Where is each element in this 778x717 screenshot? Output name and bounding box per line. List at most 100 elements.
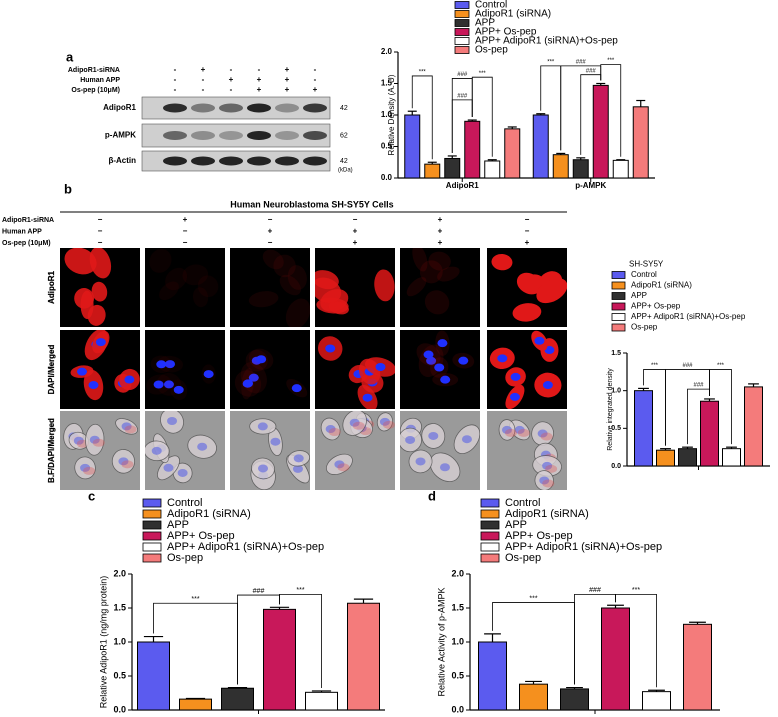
bar bbox=[560, 688, 589, 711]
band-size: 62 bbox=[340, 132, 348, 139]
bar bbox=[683, 623, 712, 711]
treatment-sign: - bbox=[202, 75, 205, 84]
band-size: 42 bbox=[340, 158, 348, 165]
cell-group bbox=[64, 248, 112, 326]
legend-swatch bbox=[454, 19, 470, 27]
cell-body bbox=[328, 301, 349, 315]
legend-label: APP+ Os-pep bbox=[505, 530, 573, 542]
treatment-sign: + bbox=[257, 75, 262, 84]
cell-stain bbox=[337, 463, 350, 472]
legend-label: AdipoR1 (siRNA) bbox=[475, 9, 551, 20]
cell-body bbox=[279, 274, 301, 296]
legend-swatch bbox=[142, 553, 162, 563]
legend-label: Control bbox=[167, 497, 202, 509]
significance-mark: *** bbox=[651, 363, 659, 369]
legend-swatch bbox=[611, 271, 626, 279]
bar bbox=[532, 114, 549, 179]
bar bbox=[137, 641, 170, 711]
cell-body bbox=[64, 248, 97, 275]
micrograph bbox=[145, 330, 225, 409]
blot-band bbox=[275, 103, 299, 113]
legend-label: APP+ AdipoR1 (siRNA)+Os-pep bbox=[167, 541, 324, 553]
cell-body bbox=[287, 265, 307, 290]
cell-body bbox=[406, 277, 427, 297]
panel-label: d bbox=[428, 488, 436, 503]
cell-group bbox=[320, 411, 395, 475]
cell-body bbox=[91, 281, 108, 302]
cell-stain bbox=[504, 428, 517, 437]
treatment-sign: − bbox=[98, 238, 103, 247]
treatment-sign: + bbox=[353, 227, 358, 236]
legend-label: Os-pep bbox=[631, 323, 658, 332]
treatment-sign: − bbox=[525, 227, 530, 236]
y-tick-label: 1.5 bbox=[451, 602, 464, 612]
cell-group bbox=[315, 269, 395, 315]
cell-group bbox=[489, 330, 562, 409]
cell-body bbox=[419, 260, 443, 284]
legend-label: AdipoR1 (siRNA) bbox=[631, 281, 692, 290]
cell-body bbox=[516, 272, 541, 294]
cell-body bbox=[374, 269, 395, 302]
nucleus bbox=[165, 360, 176, 369]
bar bbox=[656, 449, 675, 467]
bar bbox=[404, 114, 421, 179]
cell-stain bbox=[83, 466, 96, 475]
blot-band bbox=[247, 156, 271, 166]
treatment-sign: - bbox=[174, 65, 177, 74]
bar bbox=[612, 159, 629, 179]
bar bbox=[552, 154, 569, 179]
nucleus bbox=[405, 435, 416, 444]
treatment-sign: + bbox=[285, 85, 290, 94]
y-tick-label: 2.0 bbox=[113, 568, 126, 578]
cell-group bbox=[400, 417, 480, 483]
blot-band bbox=[303, 156, 327, 166]
cell-group bbox=[249, 418, 310, 490]
treatment-sign: - bbox=[174, 75, 177, 84]
nucleus bbox=[458, 356, 469, 365]
legend-label: Control bbox=[475, 0, 507, 11]
legend-swatch bbox=[454, 10, 470, 18]
significance-bracket bbox=[709, 369, 732, 445]
legend-swatch bbox=[454, 46, 470, 54]
legend-label: APP+ Os-pep bbox=[167, 530, 235, 542]
nucleus bbox=[256, 355, 267, 364]
cell-stain bbox=[124, 425, 137, 434]
band-label: β-Actin bbox=[108, 156, 136, 165]
nucleus bbox=[375, 362, 386, 371]
nucleus bbox=[334, 460, 345, 469]
cell-body bbox=[273, 254, 296, 278]
treatment-sign: + bbox=[183, 215, 188, 224]
nucleus bbox=[80, 463, 91, 472]
legend-label: Os-pep bbox=[475, 45, 508, 56]
nucleus bbox=[270, 437, 281, 446]
cell-group bbox=[145, 411, 217, 484]
significance-mark: ### bbox=[589, 587, 601, 594]
nucleus bbox=[362, 393, 373, 402]
nucleus bbox=[461, 435, 472, 444]
significance-mark: ### bbox=[693, 383, 704, 389]
treatment-sign: + bbox=[438, 227, 443, 236]
treatment-sign: + bbox=[313, 85, 318, 94]
nucleus bbox=[293, 454, 304, 463]
blot-band bbox=[191, 131, 215, 140]
blot-band bbox=[247, 131, 271, 140]
bar bbox=[478, 641, 507, 711]
band-label: p-AMPK bbox=[105, 131, 136, 140]
blot-band bbox=[275, 131, 299, 140]
cell-stain bbox=[352, 421, 365, 430]
significance-mark: *** bbox=[191, 596, 199, 603]
blot-band bbox=[219, 103, 243, 113]
bar bbox=[634, 390, 653, 467]
significance-mark: *** bbox=[296, 587, 304, 594]
cell-group bbox=[234, 348, 308, 400]
legend-swatch bbox=[480, 553, 500, 563]
nucleus bbox=[257, 422, 268, 431]
bar bbox=[221, 687, 254, 711]
cell-body bbox=[428, 251, 451, 271]
y-tick-label: 1.5 bbox=[611, 350, 621, 357]
nucleus bbox=[434, 363, 445, 372]
legend-swatch bbox=[611, 323, 626, 332]
significance-mark: *** bbox=[479, 71, 487, 77]
cell-group bbox=[146, 355, 216, 401]
legend-label: AdipoR1 (siRNA) bbox=[505, 508, 589, 520]
